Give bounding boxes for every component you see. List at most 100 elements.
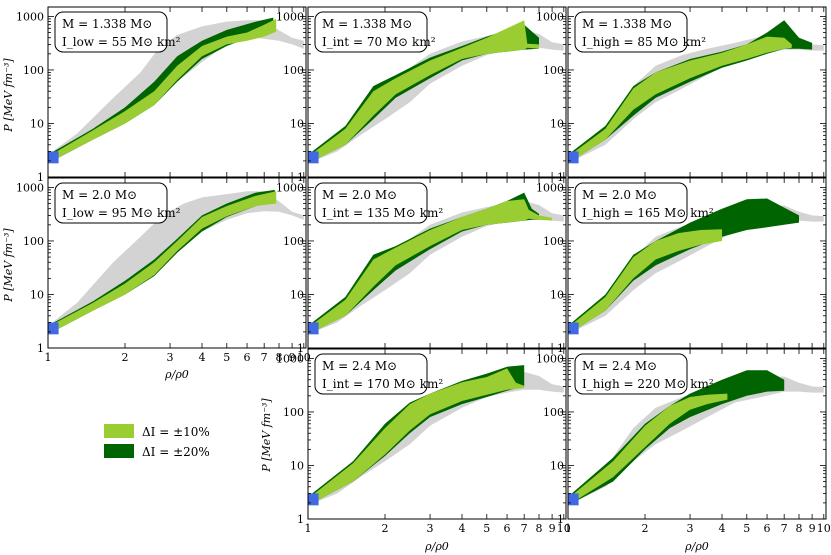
band-10pct bbox=[568, 36, 792, 164]
legend: ΔI = ±10% ΔI = ±20% bbox=[96, 418, 236, 468]
low-density-band bbox=[48, 322, 59, 335]
y-tick-label: 1000 bbox=[536, 352, 564, 365]
annotation-box bbox=[574, 353, 688, 395]
prior-band bbox=[568, 34, 824, 164]
inertia-label: I_int = 170 M⊙ km² bbox=[322, 377, 443, 391]
y-tick-label: 1 bbox=[297, 513, 304, 526]
legend-swatch-band20 bbox=[104, 444, 134, 458]
y-tick-label: 1 bbox=[37, 171, 44, 184]
y-tick-label: 10 bbox=[30, 288, 44, 301]
band-10pct bbox=[48, 191, 277, 335]
y-tick-label: 1000 bbox=[16, 181, 44, 194]
panel-p11: 1 10 100 1000 M = 2.0 M⊙ I_int = 135 M⊙ km² bbox=[276, 177, 567, 355]
panel-frame bbox=[567, 348, 827, 520]
x-tick-label: 2 bbox=[382, 522, 389, 535]
annotation-box bbox=[314, 353, 428, 395]
annotation-box bbox=[314, 11, 428, 53]
x-tick-label: 9 bbox=[549, 522, 556, 535]
low-density-band bbox=[48, 151, 59, 164]
y-tick-label: 100 bbox=[23, 235, 44, 248]
x-tick-label: 8 bbox=[276, 351, 283, 364]
mass-label: M = 2.0 M⊙ bbox=[322, 188, 397, 202]
ticks bbox=[567, 349, 826, 520]
ticks bbox=[567, 7, 826, 178]
inertia-label: I_high = 220 M⊙ km² bbox=[582, 377, 714, 391]
x-axis-label-col1: ρ/ρ0 bbox=[424, 540, 449, 553]
y-tick-label: 1 bbox=[37, 342, 44, 355]
low-density-band bbox=[568, 493, 579, 506]
band-10pct bbox=[308, 199, 553, 335]
panel-frame bbox=[567, 177, 827, 349]
plot-area bbox=[568, 20, 824, 164]
band-10pct bbox=[568, 393, 728, 506]
low-density-band bbox=[308, 322, 319, 335]
y-tick-label: 1000 bbox=[16, 10, 44, 23]
y-tick-label: 1000 bbox=[536, 181, 564, 194]
x-axis-label-col2: ρ/ρ0 bbox=[684, 540, 709, 553]
y-axis-label-row0: P [MeV fm⁻³] bbox=[2, 58, 15, 133]
x-tick-label: 1 bbox=[305, 522, 312, 535]
inertia-label: I_low = 95 M⊙ km² bbox=[62, 206, 181, 220]
y-tick-label: 100 bbox=[283, 235, 304, 248]
legend-swatch-band10 bbox=[104, 424, 134, 438]
y-tick-label: 10 bbox=[290, 117, 304, 130]
y-tick-label: 1000 bbox=[276, 352, 304, 365]
annotation-box bbox=[54, 182, 168, 224]
x-tick-label: 3 bbox=[687, 522, 694, 535]
y-tick-label: 1000 bbox=[276, 181, 304, 194]
mass-label: M = 2.0 M⊙ bbox=[62, 188, 137, 202]
x-tick-label: 6 bbox=[244, 351, 251, 364]
inertia-label: I_high = 165 M⊙ km² bbox=[582, 206, 714, 220]
y-tick-label: 10 bbox=[290, 459, 304, 472]
x-tick-label: 5 bbox=[483, 522, 490, 535]
x-tick-label: 7 bbox=[781, 522, 788, 535]
panel-frame bbox=[307, 348, 567, 520]
y-axis-label-row1: P [MeV fm⁻³] bbox=[2, 228, 15, 303]
y-tick-label: 1000 bbox=[276, 10, 304, 23]
x-tick-label: 6 bbox=[504, 522, 511, 535]
mass-label: M = 1.338 M⊙ bbox=[62, 17, 152, 31]
x-tick-label: 8 bbox=[796, 522, 803, 535]
ticks bbox=[307, 178, 566, 349]
mass-label: M = 1.338 M⊙ bbox=[582, 17, 672, 31]
annotation-box bbox=[314, 182, 428, 224]
band-20pct bbox=[568, 370, 785, 506]
x-tick-label: 2 bbox=[122, 351, 129, 364]
x-tick-label: 4 bbox=[459, 522, 466, 535]
y-tick-label: 10 bbox=[550, 117, 564, 130]
legend-label-band10: ΔI = ±10% bbox=[142, 425, 210, 439]
panel-frame bbox=[567, 6, 827, 178]
plot-area bbox=[48, 17, 304, 164]
plot-area bbox=[48, 189, 304, 335]
mass-label: M = 2.4 M⊙ bbox=[322, 359, 397, 373]
ticks bbox=[47, 178, 306, 349]
mass-label: M = 1.338 M⊙ bbox=[322, 17, 412, 31]
x-tick-label: 7 bbox=[521, 522, 528, 535]
x-tick-label: 10 bbox=[297, 351, 311, 364]
y-tick-label: 100 bbox=[543, 64, 564, 77]
panel-frame bbox=[307, 6, 567, 178]
x-tick-label: 10 bbox=[817, 522, 831, 535]
band-10pct bbox=[308, 368, 525, 506]
y-tick-label: 100 bbox=[23, 64, 44, 77]
y-axis-label-row2: P [MeV fm⁻³] bbox=[260, 398, 273, 473]
panel-frame bbox=[47, 177, 307, 349]
low-density-band bbox=[568, 151, 579, 164]
y-tick-label: 100 bbox=[283, 64, 304, 77]
y-tick-label: 100 bbox=[543, 406, 564, 419]
x-tick-label: 8 bbox=[536, 522, 543, 535]
x-tick-label: 9 bbox=[289, 351, 296, 364]
x-tick-label: 5 bbox=[223, 351, 230, 364]
ticks bbox=[47, 7, 306, 178]
y-tick-label: 1 bbox=[557, 513, 564, 526]
annotation-box bbox=[574, 182, 688, 224]
plot-area bbox=[568, 370, 824, 506]
ticks bbox=[567, 178, 826, 349]
y-tick-label: 100 bbox=[543, 235, 564, 248]
low-density-band bbox=[308, 493, 319, 506]
